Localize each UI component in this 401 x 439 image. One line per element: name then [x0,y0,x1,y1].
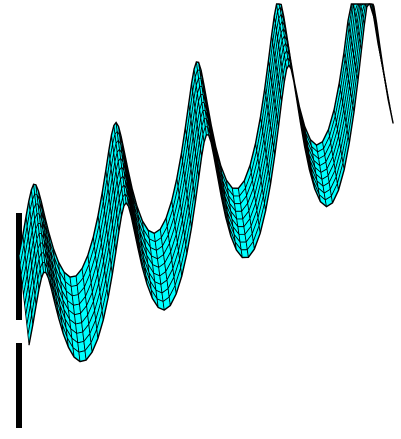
surface-bottom-edge [28,3,394,363]
left-axis-bars [16,213,22,428]
axis-bar-2 [16,343,22,428]
surface-top-edge [18,3,384,278]
surface-mesh [18,3,394,363]
axis-bar-1 [16,213,22,320]
